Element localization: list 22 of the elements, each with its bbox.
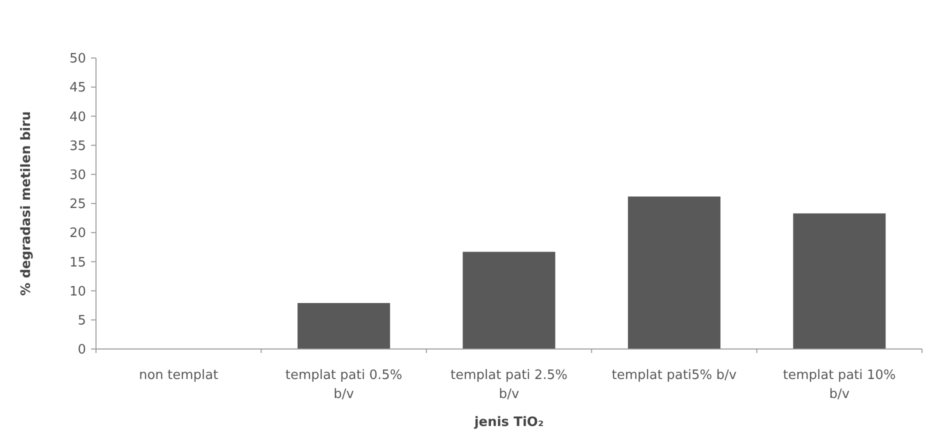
bar	[793, 213, 886, 349]
x-tick-label: templat pati5% b/v	[612, 368, 737, 383]
x-tick-label: templat pati 2.5% b/v	[450, 368, 568, 402]
y-tick-label: 0	[78, 342, 86, 358]
bar	[462, 252, 556, 349]
y-tick-label: 15	[69, 255, 86, 270]
y-tick-label: 5	[78, 313, 86, 328]
y-tick-label: 30	[69, 168, 86, 183]
y-axis-title: % degradasi metilen biru	[19, 111, 34, 296]
y-tick-label: 20	[69, 226, 86, 242]
x-tick-label: templat pati 10% b/v	[783, 368, 896, 402]
bar	[298, 303, 390, 349]
y-tick-label: 10	[69, 284, 86, 300]
bar	[628, 196, 720, 349]
y-tick-label: 40	[69, 110, 86, 125]
x-tick-label: non templat	[138, 368, 218, 383]
y-tick-label: 50	[69, 52, 86, 67]
y-tick-label: 25	[69, 197, 86, 212]
y-tick-label: 35	[69, 138, 86, 154]
x-axis-title: jenis TiO₂	[473, 415, 544, 430]
y-tick-label: 45	[69, 80, 86, 96]
x-tick-label: templat pati 0.5% b/v	[285, 368, 402, 402]
